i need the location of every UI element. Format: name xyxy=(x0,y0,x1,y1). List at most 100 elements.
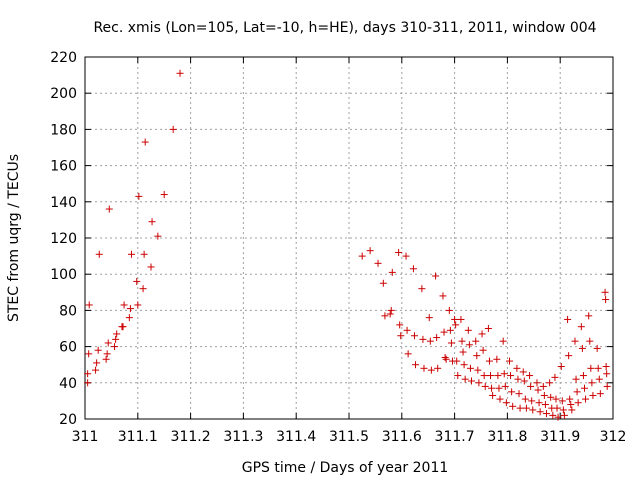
data-point xyxy=(540,391,548,399)
data-point xyxy=(446,326,454,334)
data-point xyxy=(507,372,515,380)
data-point xyxy=(440,328,448,336)
data-point xyxy=(588,379,596,387)
data-point xyxy=(111,343,119,351)
data-point xyxy=(527,382,535,390)
data-point xyxy=(140,250,148,258)
data-point xyxy=(473,352,481,360)
data-point xyxy=(85,301,93,309)
data-point xyxy=(439,292,447,300)
data-point xyxy=(410,332,418,340)
data-point xyxy=(103,350,111,358)
data-point xyxy=(528,397,536,405)
data-point xyxy=(420,364,428,372)
data-point xyxy=(557,363,565,371)
data-point xyxy=(519,368,527,376)
data-point xyxy=(499,337,507,345)
data-point xyxy=(603,382,611,390)
data-point xyxy=(567,401,575,409)
data-point xyxy=(487,372,495,380)
y-tick-label: 100 xyxy=(50,267,77,283)
data-point xyxy=(579,372,587,380)
data-point xyxy=(135,192,143,200)
y-tick-label: 180 xyxy=(50,122,77,138)
data-point xyxy=(564,315,572,323)
data-point xyxy=(601,288,609,296)
y-tick-label: 80 xyxy=(59,303,77,319)
data-point xyxy=(451,315,459,323)
data-point xyxy=(533,379,541,387)
data-point xyxy=(485,357,493,365)
data-point xyxy=(396,321,404,329)
data-point xyxy=(452,321,460,329)
y-tick-label: 20 xyxy=(59,412,77,428)
data-point xyxy=(126,305,134,313)
data-point xyxy=(427,366,435,374)
data-point xyxy=(404,350,412,358)
data-point xyxy=(447,339,455,347)
data-point xyxy=(412,361,420,369)
data-point xyxy=(84,379,92,387)
data-point xyxy=(442,355,450,363)
data-point xyxy=(553,404,561,412)
data-point xyxy=(508,388,516,396)
data-point xyxy=(127,250,135,258)
data-point xyxy=(458,337,466,345)
data-point xyxy=(506,357,514,365)
data-point xyxy=(539,382,547,390)
data-point xyxy=(602,296,610,304)
data-point xyxy=(529,406,537,414)
data-point xyxy=(154,232,162,240)
data-point xyxy=(374,259,382,267)
data-point xyxy=(169,125,177,133)
data-point xyxy=(496,395,504,403)
data-point xyxy=(568,406,576,414)
data-point xyxy=(475,379,483,387)
data-point xyxy=(381,312,389,320)
data-point xyxy=(580,384,588,392)
y-tick-label: 160 xyxy=(50,159,77,175)
data-point xyxy=(502,399,510,407)
data-point xyxy=(147,263,155,271)
data-point xyxy=(595,375,603,383)
data-point xyxy=(596,390,604,398)
data-point xyxy=(509,402,517,410)
data-point xyxy=(441,353,449,361)
data-point xyxy=(474,366,482,374)
data-point xyxy=(418,285,426,293)
data-point xyxy=(113,330,121,338)
data-point xyxy=(120,301,128,309)
x-tick-label: 311.2 xyxy=(171,429,211,445)
y-tick-label: 120 xyxy=(50,231,77,247)
data-point xyxy=(403,326,411,334)
data-point xyxy=(85,350,93,358)
data-point xyxy=(464,326,472,334)
data-point xyxy=(479,346,487,354)
data-point xyxy=(578,344,586,352)
x-tick-label: 311.3 xyxy=(223,429,263,445)
data-point xyxy=(472,337,480,345)
data-point xyxy=(388,268,396,276)
data-point xyxy=(358,252,366,260)
data-point xyxy=(454,372,462,380)
data-point xyxy=(489,391,497,399)
data-point xyxy=(571,337,579,345)
data-point xyxy=(134,301,142,309)
data-point xyxy=(516,404,524,412)
data-point xyxy=(104,339,112,347)
data-point xyxy=(566,395,574,403)
chart-title: Rec. xmis (Lon=105, Lat=-10, h=HE), days… xyxy=(93,20,596,36)
data-point xyxy=(93,359,101,367)
data-point xyxy=(593,344,601,352)
data-point xyxy=(602,363,610,371)
data-point xyxy=(426,337,434,345)
data-point xyxy=(560,411,568,419)
y-tick-labels: 20 40 60 80 100 120 140 160 180 200 220 xyxy=(50,50,77,428)
x-tick-labels: 311 311.1 311.2 311.3 311.4 311.5 311.6 311.7 31… xyxy=(72,429,627,445)
data-point xyxy=(536,408,544,416)
data-point xyxy=(513,364,521,372)
data-point xyxy=(434,364,442,372)
data-point xyxy=(572,375,580,383)
data-point xyxy=(493,355,501,363)
data-point xyxy=(94,346,102,354)
